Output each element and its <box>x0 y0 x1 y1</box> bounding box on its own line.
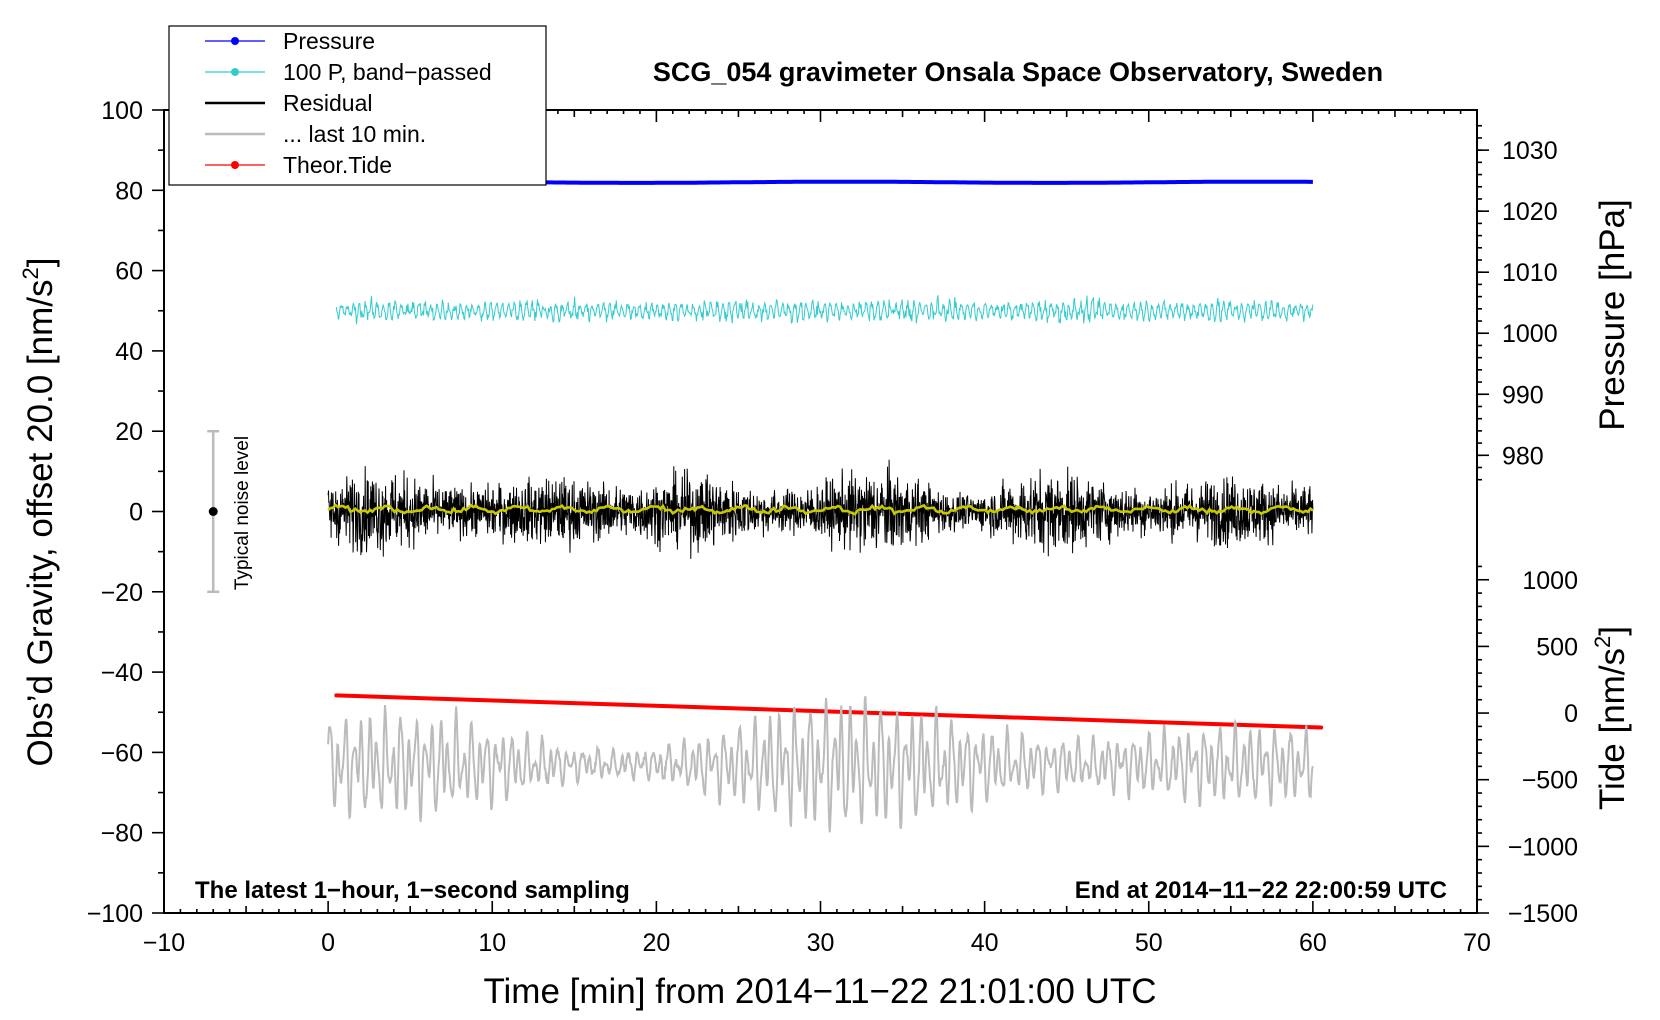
x-tick-label: −10 <box>143 929 185 957</box>
pressure-tick-label: 1030 <box>1502 137 1558 165</box>
y-axis-label-left: Obs’d Gravity, offset 20.0 [nm/s2] <box>18 258 60 767</box>
x-tick-label: 20 <box>642 929 670 957</box>
series-residual <box>327 459 1314 559</box>
y-tick-label: 100 <box>101 97 143 125</box>
legend-swatch-marker <box>231 37 239 45</box>
legend-swatch-marker <box>231 68 239 76</box>
series-layer <box>327 179 1324 833</box>
y-axis-label-tide-main: Tide [nm/s <box>1593 648 1632 810</box>
pressure-tick-label: 1000 <box>1502 320 1558 348</box>
y-tick-label: −40 <box>101 659 143 687</box>
y-tick-label: −100 <box>87 900 143 928</box>
y-tick-label: 40 <box>115 338 143 366</box>
tide-tick-label: −1000 <box>1508 833 1578 861</box>
noise-level-label: Typical noise level <box>232 436 253 590</box>
series-last-10-min <box>327 696 1314 833</box>
x-tick-label: 60 <box>1299 929 1327 957</box>
series-band-passed-pressure <box>335 295 1314 325</box>
y-axis-label-tide-end: ] <box>1593 626 1632 636</box>
legend-label: 100 P, band−passed <box>283 59 492 85</box>
tide-tick-label: 0 <box>1564 700 1578 728</box>
x-tick-label: 70 <box>1463 929 1491 957</box>
y-tick-label: 80 <box>115 177 143 205</box>
series-theor-tide <box>334 693 1324 730</box>
pressure-tick-label: 1020 <box>1502 198 1558 226</box>
y-tick-label: −60 <box>101 739 143 767</box>
x-axis-label: Time [min] from 2014−11−22 21:01:00 UTC <box>483 972 1156 1011</box>
tide-axis-ticks: −1500 −1000 −500 0 500 1000 <box>1477 565 1578 928</box>
legend-box <box>168 25 547 186</box>
pressure-axis-ticks: 980 990 1000 1010 1020 1030 <box>1477 124 1558 481</box>
y-axis-label-left-end: ] <box>21 258 60 268</box>
legend-label: Theor.Tide <box>283 152 392 178</box>
legend: Pressure 100 P, band−passed Residual ... la… <box>168 25 547 186</box>
pressure-tick-label: 980 <box>1502 442 1544 470</box>
noise-bar-center-dot <box>208 507 218 516</box>
y-axis-label-tide-sup: 2 <box>1590 636 1615 648</box>
annotation-bottom-left: The latest 1−hour, 1−second sampling <box>195 877 630 904</box>
y-tick-label: −20 <box>101 579 143 607</box>
series-residual-smoothed <box>327 503 1314 516</box>
tide-tick-label: 500 <box>1536 633 1578 661</box>
x-tick-label: 40 <box>971 929 999 957</box>
y-axis-label-pressure: Pressure [hPa] <box>1593 199 1632 431</box>
y-tick-label: 20 <box>115 418 143 446</box>
y-axis-label-left-sup: 2 <box>18 267 43 279</box>
y-tick-label: 60 <box>115 258 143 286</box>
tide-tick-label: −1500 <box>1508 900 1578 928</box>
y-axis-ticks: −100 −80 −60 −40 −20 0 20 40 60 80 100 <box>87 97 164 928</box>
noise-level-indicator <box>207 429 220 594</box>
tide-tick-label: 1000 <box>1522 567 1578 595</box>
x-tick-label: 0 <box>321 929 335 957</box>
x-tick-label: 50 <box>1135 929 1163 957</box>
x-axis-ticks: −10 0 10 20 30 40 50 60 70 <box>143 110 1491 957</box>
legend-label: Pressure <box>283 28 375 54</box>
legend-entries: Pressure 100 P, band−passed Residual ... la… <box>205 28 492 178</box>
tide-tick-label: −500 <box>1522 767 1578 795</box>
pressure-tick-label: 990 <box>1502 381 1544 409</box>
chart-title: SCG_054 gravimeter Onsala Space Observat… <box>653 57 1383 87</box>
annotation-bottom-right: End at 2014−11−22 22:00:59 UTC <box>1075 877 1447 904</box>
x-tick-label: 10 <box>478 929 506 957</box>
legend-label: ... last 10 min. <box>283 121 426 147</box>
legend-label: Residual <box>283 90 373 116</box>
legend-swatch-marker <box>231 161 239 169</box>
y-tick-label: −80 <box>101 820 143 848</box>
x-tick-label: 30 <box>807 929 835 957</box>
y-axis-label-left-main: Obs’d Gravity, offset 20.0 [nm/s <box>21 280 60 767</box>
y-tick-label: 0 <box>129 499 143 527</box>
y-axis-label-tide: Tide [nm/s2] <box>1590 626 1632 810</box>
pressure-tick-label: 1010 <box>1502 259 1558 287</box>
